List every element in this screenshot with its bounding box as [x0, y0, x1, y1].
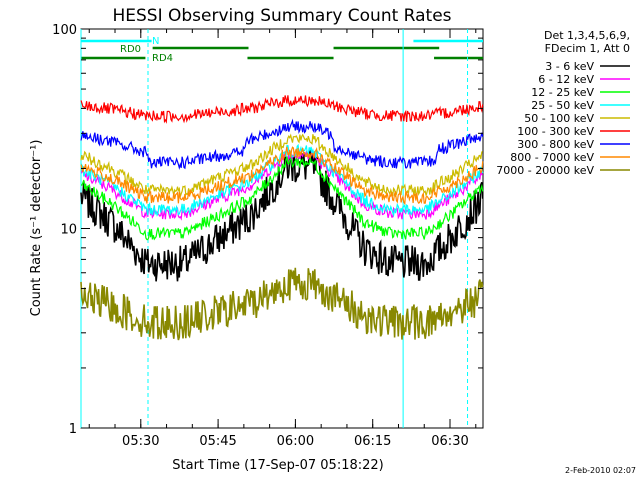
x-tick-label: 05:45 — [199, 434, 236, 449]
legend-entry-label: 800 - 7000 keV — [510, 151, 594, 164]
legend-entry-label: 50 - 100 keV — [524, 112, 594, 125]
series-line-5 — [80, 133, 483, 199]
x-axis-label: Start Time (17-Sep-07 05:18:22) — [172, 458, 383, 473]
y-tick-label: 100 — [52, 23, 77, 38]
flag-label-RD4: RD4 — [152, 53, 173, 64]
legend-entry-label: 300 - 800 keV — [517, 138, 594, 151]
legend-entry-label: 100 - 300 keV — [517, 125, 594, 138]
y-tick-label: 10 — [60, 223, 77, 238]
x-tick-label: 06:00 — [277, 434, 314, 449]
legend-entry-label: 25 - 50 keV — [531, 99, 594, 112]
legend-entry-label: 12 - 25 keV — [531, 86, 594, 99]
series-line-9 — [80, 267, 484, 341]
y-tick-label: 1 — [69, 422, 77, 437]
flag-label-RD0: RD0 — [120, 44, 141, 55]
legend-header-line: FDecim 1, Att 0 — [545, 42, 630, 55]
chart-title: HESSI Observing Summary Count Rates — [112, 6, 451, 26]
y-axis: 1 10 100 — [52, 23, 483, 437]
x-tick-label: 05:30 — [122, 434, 159, 449]
footer-date: 2-Feb-2010 02:07 — [565, 466, 636, 475]
series-line-6 — [80, 95, 484, 124]
series-line-1 — [80, 148, 484, 282]
plot-frame — [80, 28, 484, 429]
x-tick-label: 06:15 — [354, 434, 391, 449]
y-axis-label: Count Rate (s⁻¹ detector⁻¹) — [29, 140, 44, 317]
series-line-8 — [80, 146, 484, 206]
x-tick-label: 06:30 — [431, 434, 468, 449]
legend-entry-label: 3 - 6 keV — [545, 60, 594, 73]
legend: Det 1,3,4,5,6,9,FDecim 1, Att 0 3 - 6 keV… — [496, 29, 630, 177]
series-line-3 — [80, 156, 484, 241]
flag-bars: N RD0 RD4 — [80, 29, 483, 428]
x-axis: 05:30 05:45 06:00 06:15 06:30 — [88, 29, 477, 449]
flag-label-N: N — [152, 36, 159, 47]
series-layer — [80, 95, 484, 341]
series-line-2 — [80, 150, 484, 221]
legend-entry-label: 6 - 12 keV — [538, 73, 594, 86]
legend-entry-label: 7000 - 20000 keV — [496, 164, 594, 177]
legend-header-line: Det 1,3,4,5,6,9, — [544, 29, 630, 42]
series-line-7 — [80, 118, 484, 171]
